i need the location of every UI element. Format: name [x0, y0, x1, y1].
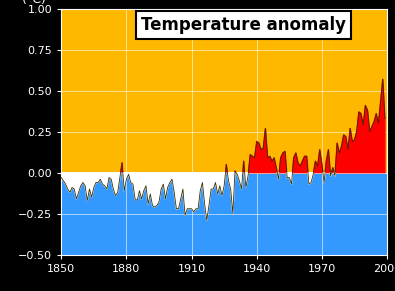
Text: (°C): (°C)	[22, 0, 47, 6]
Bar	[61, 173, 387, 255]
Text: Temperature anomaly: Temperature anomaly	[141, 16, 346, 34]
Bar	[61, 9, 387, 173]
